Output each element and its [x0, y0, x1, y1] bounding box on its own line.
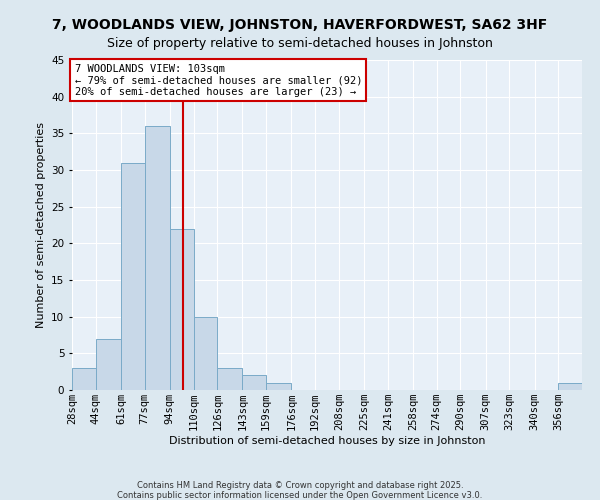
Bar [194, 316, 217, 390]
Bar [121, 162, 145, 390]
Text: 7 WOODLANDS VIEW: 103sqm
← 79% of semi-detached houses are smaller (92)
20% of s: 7 WOODLANDS VIEW: 103sqm ← 79% of semi-d… [74, 64, 362, 97]
Text: Contains HM Land Registry data © Crown copyright and database right 2025.: Contains HM Land Registry data © Crown c… [137, 481, 463, 490]
Bar [217, 368, 242, 390]
Text: Contains public sector information licensed under the Open Government Licence v3: Contains public sector information licen… [118, 491, 482, 500]
Bar [558, 382, 582, 390]
Text: 7, WOODLANDS VIEW, JOHNSTON, HAVERFORDWEST, SA62 3HF: 7, WOODLANDS VIEW, JOHNSTON, HAVERFORDWE… [52, 18, 548, 32]
Bar [242, 376, 266, 390]
Bar [145, 126, 170, 390]
Bar [266, 382, 292, 390]
X-axis label: Distribution of semi-detached houses by size in Johnston: Distribution of semi-detached houses by … [169, 436, 485, 446]
Text: Size of property relative to semi-detached houses in Johnston: Size of property relative to semi-detach… [107, 38, 493, 51]
Bar [72, 368, 96, 390]
Bar [96, 338, 121, 390]
Y-axis label: Number of semi-detached properties: Number of semi-detached properties [35, 122, 46, 328]
Bar [170, 228, 194, 390]
